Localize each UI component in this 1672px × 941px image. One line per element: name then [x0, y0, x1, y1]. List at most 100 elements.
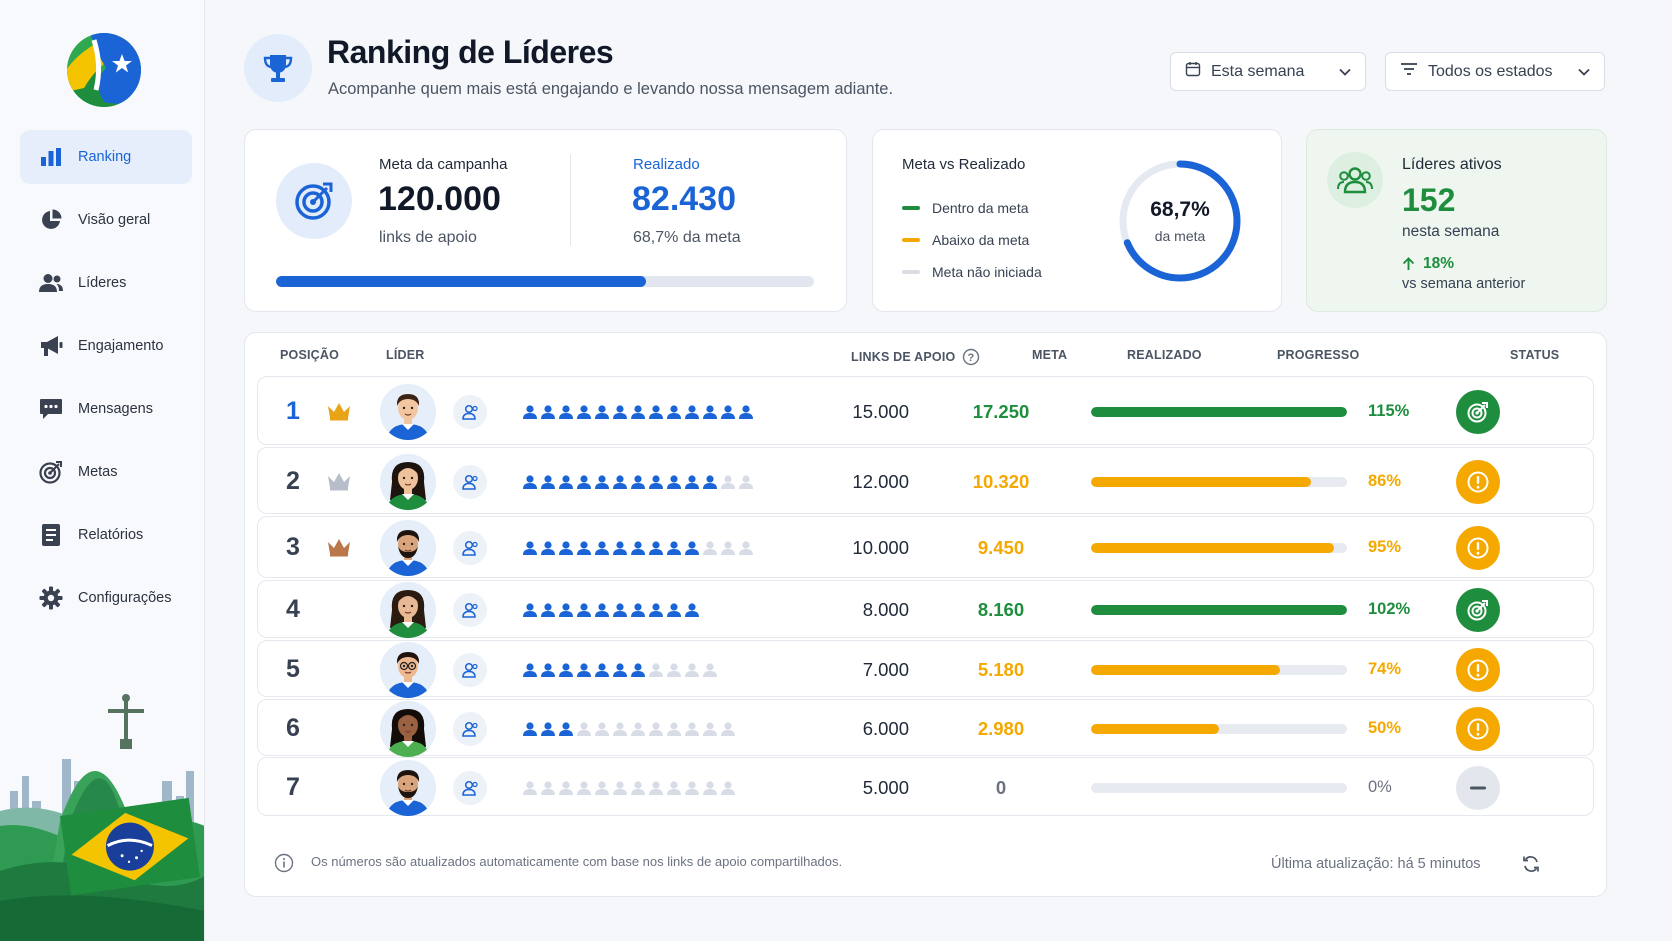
last-updated: Última atualização: há 5 minutos	[1271, 856, 1481, 872]
sidebar-item-label: Metas	[78, 464, 118, 480]
legend-swatch	[902, 206, 920, 210]
supporter-icon	[594, 662, 610, 682]
sidebar-item-visao-geral[interactable]: Visão geral	[20, 193, 192, 247]
campaign-progress-fill	[276, 276, 646, 287]
leader-avatar[interactable]	[380, 641, 436, 698]
leader-avatar[interactable]	[380, 520, 436, 576]
status-badge[interactable]	[1456, 765, 1500, 810]
supporter-icon	[612, 780, 628, 800]
view-leader-button[interactable]	[453, 770, 487, 805]
state-filter-dropdown[interactable]: Todos os estados	[1385, 52, 1605, 91]
supporter-icon	[612, 404, 628, 424]
supporter-icon	[630, 541, 646, 560]
supporter-icon	[630, 780, 646, 800]
period-filter-dropdown[interactable]: Esta semana	[1170, 52, 1366, 91]
view-leader-button[interactable]	[453, 394, 487, 429]
supporter-icon	[522, 662, 538, 682]
pie-chart-icon	[38, 207, 64, 233]
view-leader-button[interactable]	[453, 652, 487, 687]
megaphone-icon	[38, 333, 64, 359]
status-badge[interactable]	[1456, 459, 1500, 504]
supporter-icon	[522, 780, 538, 800]
view-leader-button[interactable]	[453, 593, 487, 627]
supporter-icon	[540, 404, 556, 424]
table-row[interactable]: 1 15.000 17.250 115%	[257, 376, 1594, 445]
supporter-icon	[702, 780, 718, 800]
alert-icon	[1466, 470, 1490, 494]
supporter-icon	[594, 721, 610, 741]
table-row[interactable]: 5 7.000 5.180 74%	[257, 640, 1594, 698]
supporter-icon	[720, 404, 736, 424]
table-row[interactable]: 7 5.000 0 0%	[257, 757, 1594, 816]
gear-icon	[38, 585, 64, 611]
done-label: Realizado	[633, 156, 700, 173]
sidebar-item-configuracoes[interactable]: Configurações	[20, 571, 192, 625]
goal-value: 12.000	[852, 470, 909, 492]
goal-value: 6.000	[862, 717, 909, 739]
supporter-icon	[666, 541, 682, 560]
help-icon[interactable]: ?	[962, 348, 980, 366]
done-value: 8.160	[977, 599, 1025, 620]
target-icon	[1466, 400, 1490, 424]
supporter-icon	[684, 780, 700, 800]
sidebar-item-engajamento[interactable]: Engajamento	[20, 319, 192, 373]
supporter-icon	[612, 603, 628, 622]
goal-vs-done-title: Meta vs Realizado	[902, 156, 1026, 173]
progress-fill	[1091, 664, 1281, 675]
rank-position: 3	[286, 533, 300, 561]
supporter-icons	[522, 721, 736, 741]
refresh-icon[interactable]	[1521, 854, 1541, 874]
done-value: 0	[995, 776, 1007, 798]
trophy-icon	[244, 34, 312, 102]
table-row[interactable]: 4 8.000 8.160 102%	[257, 580, 1594, 638]
table-row[interactable]: 3 10.000 9.450 95%	[257, 516, 1594, 578]
view-leader-button[interactable]	[453, 711, 487, 746]
bar-chart-icon	[38, 144, 64, 170]
supporter-icon	[540, 474, 556, 494]
legend-swatch	[902, 270, 920, 274]
crown-icon	[328, 402, 350, 420]
supporter-icon	[612, 474, 628, 494]
supporter-icon	[558, 662, 574, 682]
sidebar-nav: Ranking Visão geral Líderes Engajamento Mens…	[20, 130, 192, 634]
table-row[interactable]: 6 6.000 2.980 50%	[257, 699, 1594, 757]
status-badge[interactable]	[1456, 526, 1500, 570]
alert-icon	[1466, 717, 1490, 741]
done-percent: 68,7% da meta	[633, 229, 741, 246]
progress-bar	[1091, 782, 1347, 793]
sidebar-item-relatorios[interactable]: Relatórios	[20, 508, 192, 562]
sidebar-item-ranking[interactable]: Ranking	[20, 130, 192, 184]
status-badge[interactable]	[1456, 588, 1500, 632]
progress-fill	[1091, 543, 1335, 553]
target-icon	[276, 163, 352, 239]
supporter-icon	[594, 603, 610, 622]
supporter-icon	[558, 541, 574, 560]
legend-label: Dentro da meta	[932, 200, 1029, 216]
view-leader-button[interactable]	[453, 531, 487, 565]
page-title: Ranking de Líderes	[327, 34, 614, 70]
leader-avatar[interactable]	[380, 453, 436, 510]
sidebar-item-lideres[interactable]: Líderes	[20, 256, 192, 310]
supporter-icon	[522, 721, 538, 741]
status-badge[interactable]	[1456, 647, 1500, 692]
leader-avatar[interactable]	[380, 383, 436, 440]
main-content: Ranking de Líderes Acompanhe quem mais e…	[205, 0, 1672, 941]
leader-avatar[interactable]	[380, 582, 436, 638]
leader-avatar[interactable]	[380, 700, 436, 757]
rank-position: 7	[286, 772, 300, 801]
leader-avatar[interactable]	[380, 759, 436, 816]
sidebar-item-metas[interactable]: Metas	[20, 445, 192, 499]
sidebar-item-mensagens[interactable]: Mensagens	[20, 382, 192, 436]
view-leader-button[interactable]	[453, 464, 487, 499]
supporter-icon	[666, 780, 682, 800]
supporter-icon	[522, 474, 538, 494]
supporter-icon	[666, 474, 682, 494]
table-row[interactable]: 2 12.000 10.320 86%	[257, 447, 1594, 514]
supporter-icon	[684, 662, 700, 682]
supporter-icons	[522, 662, 718, 682]
status-badge[interactable]	[1456, 706, 1500, 751]
col-header-goal: META	[1032, 348, 1068, 362]
status-badge[interactable]	[1456, 389, 1500, 434]
calendar-icon	[1185, 61, 1201, 82]
supporter-icon	[522, 541, 538, 560]
